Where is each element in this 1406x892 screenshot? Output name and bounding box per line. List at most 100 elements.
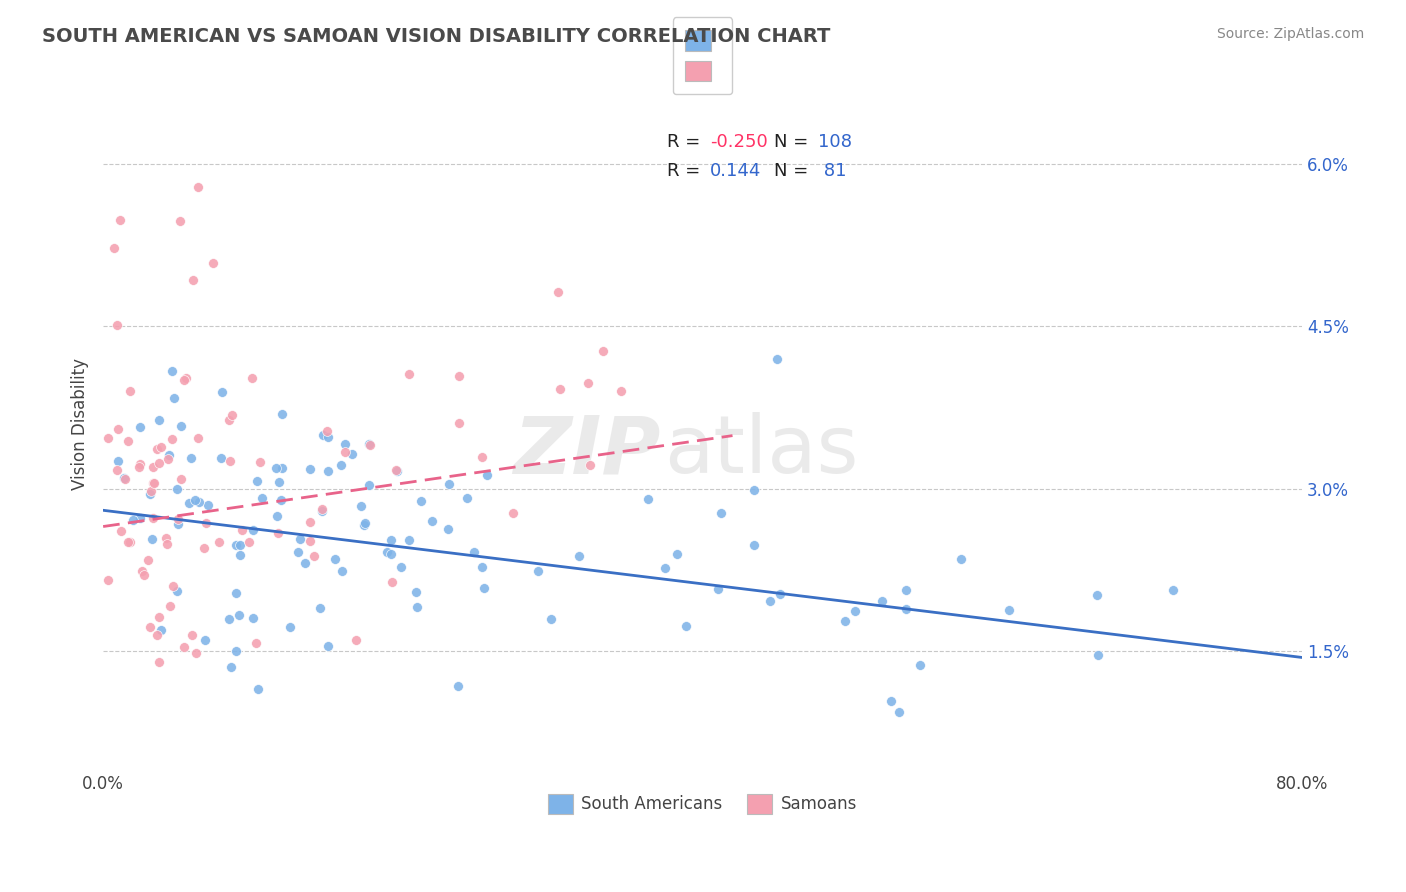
Point (294, 556, 316, 570)
Point (107, 463, 129, 477)
Point (148, 456, 170, 470)
Point (166, 517, 188, 532)
Point (128, 511, 150, 525)
Point (316, 639, 339, 653)
Point (146, 442, 169, 456)
Point (219, 660, 242, 674)
Point (592, 344, 614, 359)
Point (359, 478, 381, 492)
Point (143, 476, 166, 491)
Text: 0.144: 0.144 (710, 162, 761, 180)
Point (278, 620, 301, 634)
Point (142, 460, 165, 475)
Point (107, 454, 129, 468)
Point (229, 538, 252, 552)
Point (665, 547, 688, 561)
Point (155, 532, 177, 546)
Point (742, 483, 765, 497)
Point (238, 534, 260, 549)
Point (547, 285, 569, 299)
Point (225, 644, 247, 658)
Point (316, 430, 339, 444)
Point (353, 516, 375, 530)
Point (174, 371, 197, 385)
Text: N =: N = (775, 162, 814, 180)
Point (335, 445, 357, 459)
Point (160, 364, 183, 378)
Point (568, 549, 591, 563)
Point (184, 493, 207, 508)
Point (472, 581, 495, 595)
Point (405, 584, 427, 599)
Point (105, 318, 128, 332)
Point (195, 516, 218, 530)
Point (187, 431, 209, 445)
Point (844, 604, 866, 618)
Point (637, 492, 659, 507)
Point (114, 472, 136, 486)
Point (246, 474, 269, 488)
Point (299, 515, 322, 529)
Point (340, 447, 363, 461)
Point (270, 461, 292, 475)
Point (197, 498, 219, 512)
Text: atlas: atlas (664, 412, 859, 491)
Point (131, 564, 153, 578)
Text: Source: ZipAtlas.com: Source: ZipAtlas.com (1216, 27, 1364, 41)
Point (344, 632, 367, 647)
Point (269, 475, 291, 489)
Point (225, 586, 247, 600)
Point (228, 607, 250, 622)
Point (250, 491, 273, 505)
Point (398, 533, 420, 548)
Point (540, 612, 562, 626)
Point (381, 574, 404, 589)
Point (194, 633, 217, 648)
Point (1085, 588, 1108, 602)
Point (129, 419, 152, 434)
Point (887, 705, 910, 719)
Point (463, 545, 485, 559)
Point (385, 463, 408, 477)
Point (240, 371, 263, 385)
Point (157, 448, 180, 462)
Point (202, 256, 225, 270)
Point (166, 583, 188, 598)
Point (228, 548, 250, 562)
Point (159, 599, 181, 613)
Point (167, 512, 190, 526)
Point (389, 559, 412, 574)
Point (142, 511, 165, 525)
Point (908, 658, 931, 673)
Point (110, 524, 132, 538)
Point (406, 600, 429, 615)
Point (471, 450, 494, 464)
Point (998, 603, 1021, 617)
Legend: South Americans, Samoans: South Americans, Samoans (538, 784, 868, 824)
Point (270, 493, 292, 508)
Point (526, 564, 548, 578)
Point (299, 461, 322, 475)
Point (312, 428, 335, 442)
Point (766, 351, 789, 366)
Point (118, 535, 141, 549)
Point (132, 568, 155, 582)
Point (359, 438, 381, 452)
Point (177, 496, 200, 510)
Point (742, 538, 765, 552)
Point (949, 552, 972, 566)
Point (834, 614, 856, 628)
Point (247, 681, 270, 696)
Text: 108: 108 (818, 133, 852, 151)
Point (218, 454, 240, 468)
Point (330, 564, 353, 578)
Point (1087, 648, 1109, 662)
Point (710, 506, 733, 520)
Point (357, 437, 380, 451)
Point (870, 594, 893, 608)
Point (437, 477, 460, 491)
Point (654, 561, 676, 575)
Point (471, 560, 494, 574)
Point (162, 391, 184, 405)
Point (707, 582, 730, 597)
